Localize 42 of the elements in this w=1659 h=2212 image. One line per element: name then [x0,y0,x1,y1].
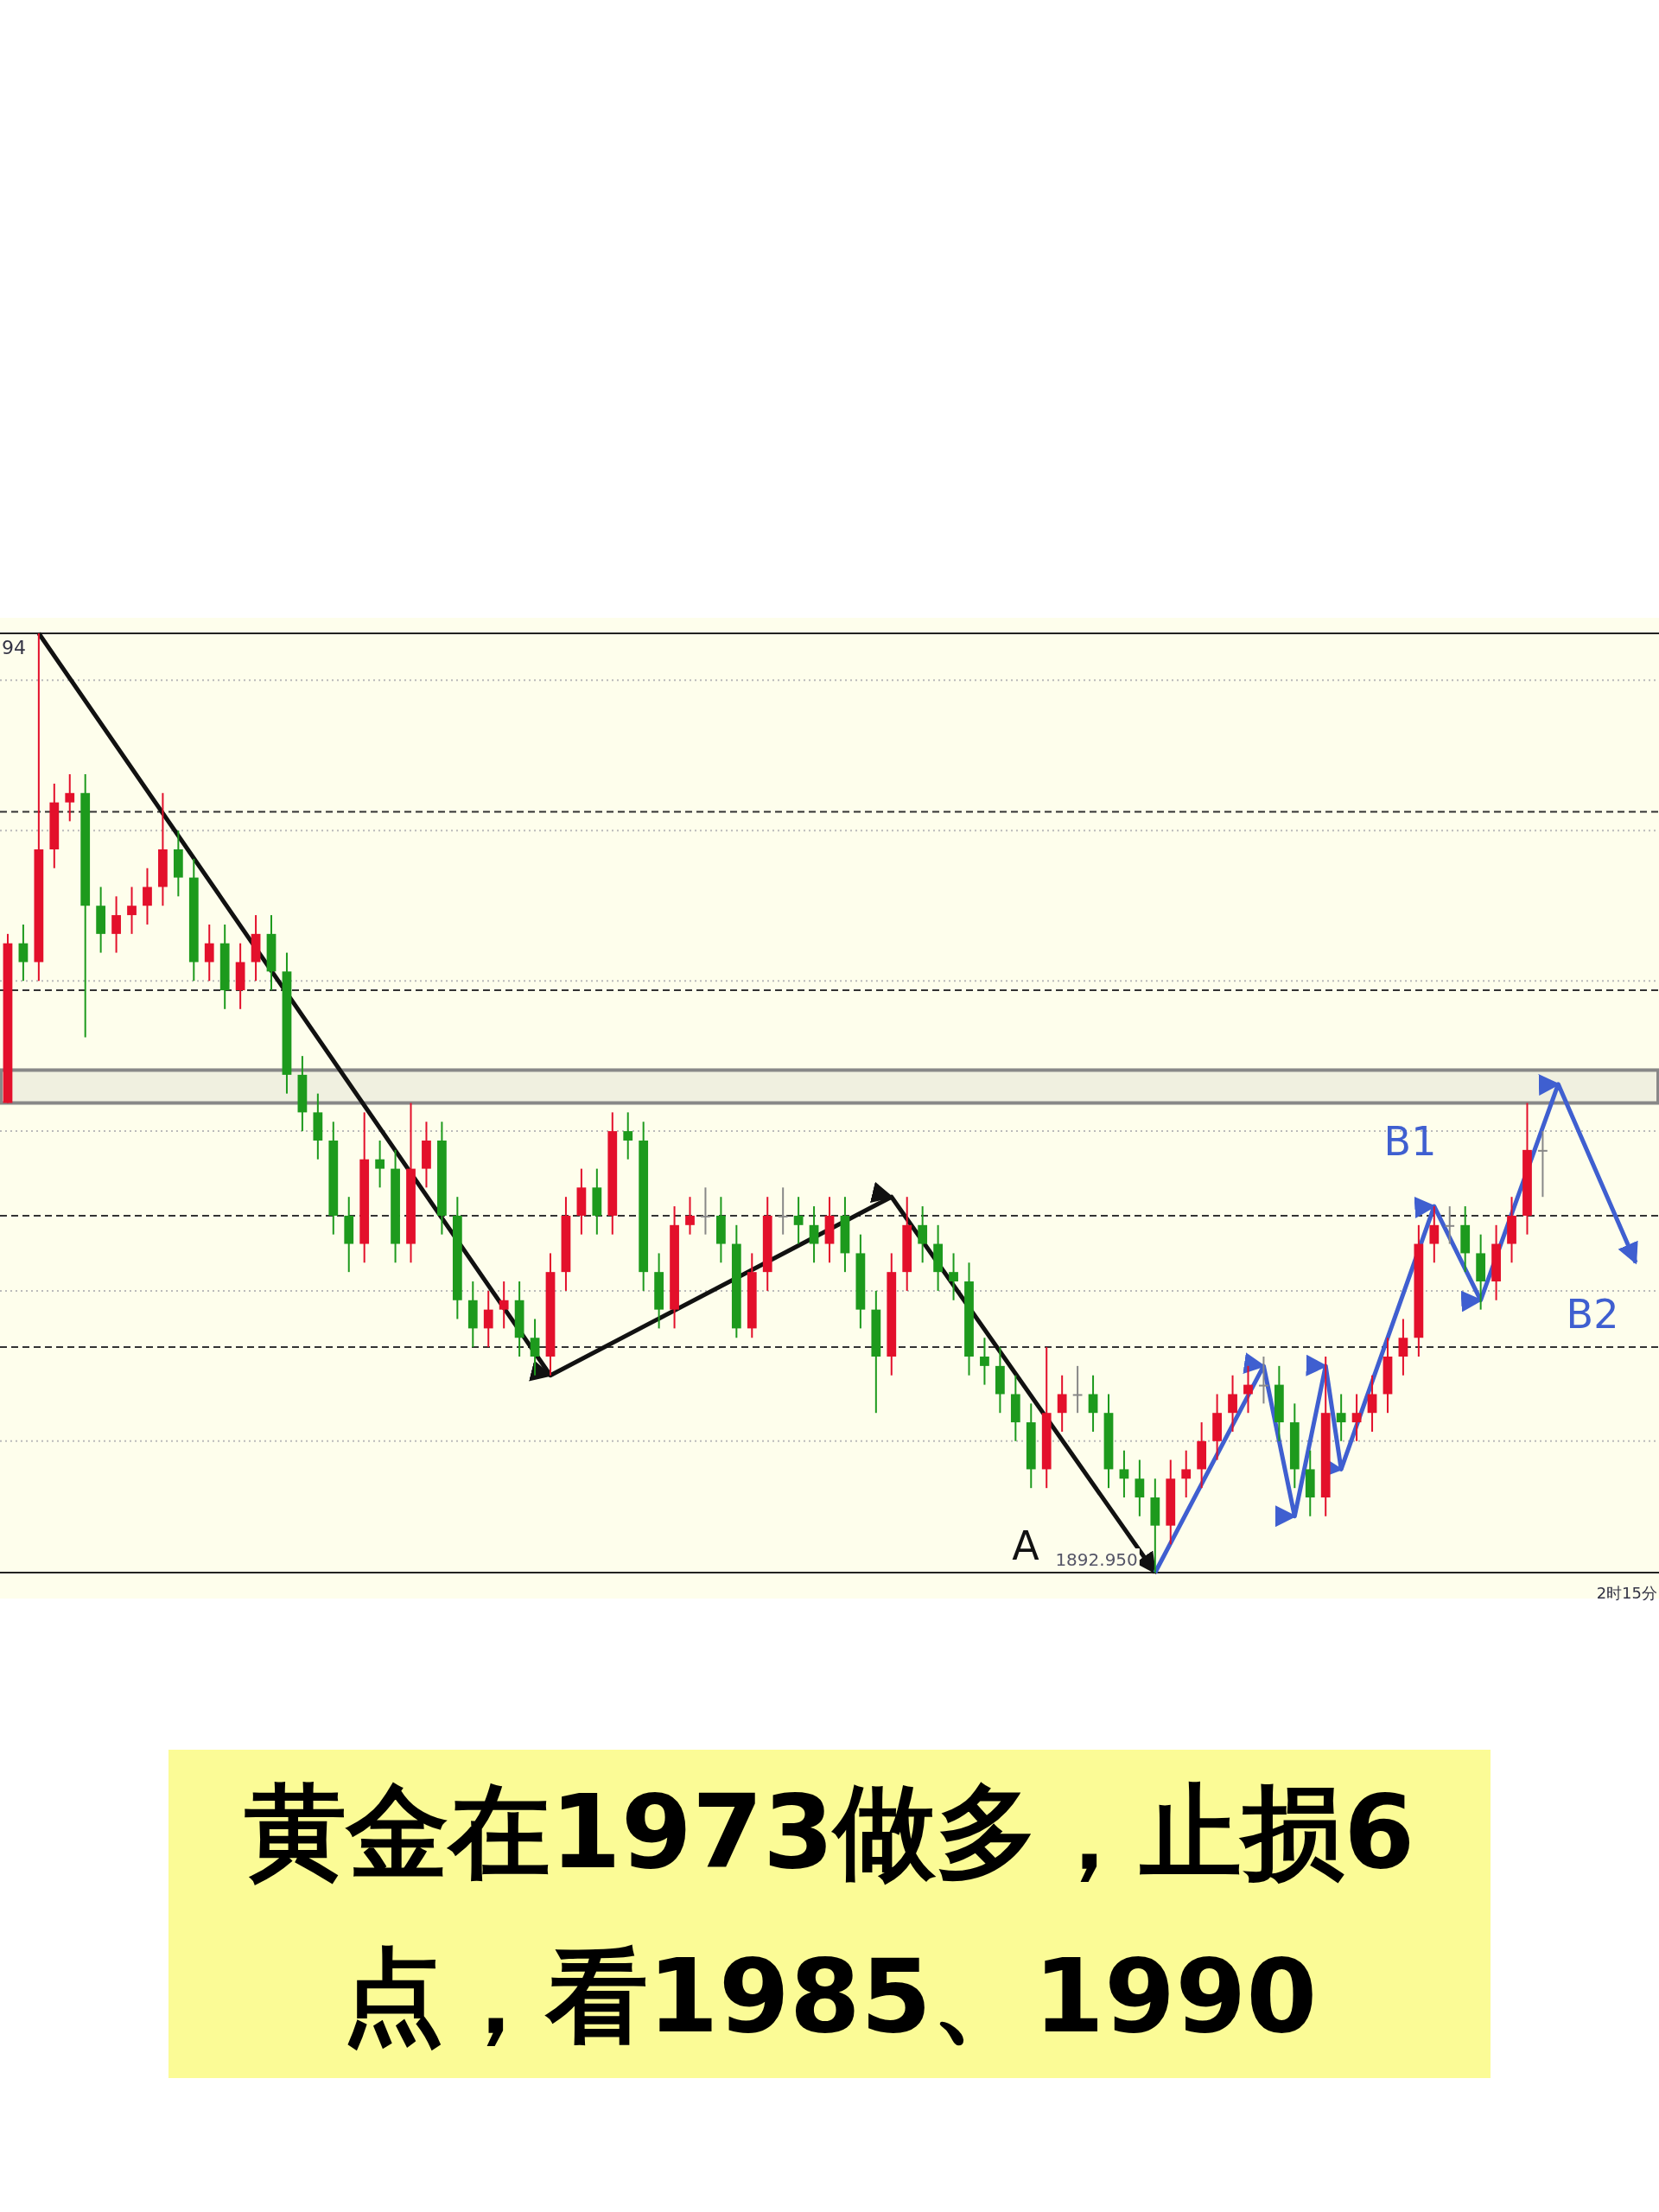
candlestick [1243,1364,1253,1414]
candlestick [111,895,121,954]
candlestick [1538,1130,1548,1198]
candlestick [204,923,214,982]
annotation: B1 [1383,1118,1437,1165]
candlestick [1181,1449,1192,1499]
candlestick [1135,1459,1145,1517]
candlestick [793,1196,804,1245]
candlestick [1429,1205,1440,1264]
candlestick [1072,1364,1083,1414]
candlestick [809,1205,819,1264]
candlestick [1351,1393,1362,1442]
text: 2时15分 [1596,1584,1657,1602]
text: 黄金在1973做多，止损6点，看1985、1990 [168,1750,1491,2078]
candlestick [1057,1374,1067,1433]
candlestick [18,923,29,982]
candlestick [375,1139,385,1189]
candlestick [499,1281,509,1330]
annotation: 94 [2,637,26,658]
annotation: B2 [1566,1291,1619,1338]
annotation: A [1012,1522,1040,1569]
candlestick [918,1205,928,1264]
candlestick [1119,1449,1129,1499]
candlestick [127,886,137,935]
candlestick [701,1186,710,1236]
candlestick [483,1289,493,1349]
candlestick [1398,1318,1408,1376]
candlestick [143,867,152,925]
candlestick [1336,1393,1346,1442]
candlestick [530,1318,540,1376]
candlestick [65,773,75,823]
candlestick [623,1111,633,1160]
candlestick [778,1186,788,1236]
candlestick [1228,1374,1237,1433]
candlestick [1367,1374,1377,1433]
candlestick [949,1252,958,1301]
annotation: 1892.950 [1055,1549,1138,1570]
candlestick [685,1196,695,1236]
candlestick [1088,1374,1098,1433]
candlestick [1445,1205,1455,1245]
candlestick [1259,1355,1268,1405]
candlestick [980,1337,989,1386]
